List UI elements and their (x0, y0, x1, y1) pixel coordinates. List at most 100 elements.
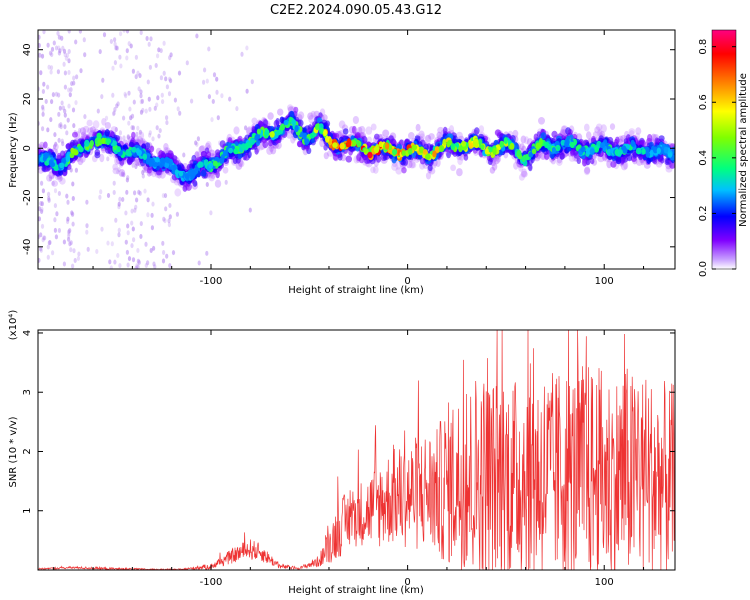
spectrogram-cell (154, 156, 160, 163)
spectrogram-noise-point (228, 96, 232, 102)
spectrogram-cell (385, 142, 390, 150)
spectrogram-cell (283, 119, 289, 126)
spectrogram-cell (240, 143, 247, 150)
spectrogram-noise-point (54, 234, 59, 240)
spectrogram-cell (228, 147, 234, 154)
spectrogram-noise-point (177, 70, 182, 76)
spectrogram-cell (163, 143, 169, 151)
spectrogram-cell (276, 129, 281, 136)
spectrogram-noise-point (162, 216, 166, 222)
spectrogram-noise-point (215, 89, 219, 95)
spectrogram-cell (361, 136, 368, 144)
spectrogram-noise-point (215, 76, 219, 82)
spectrogram-noise-point (150, 225, 154, 231)
spectrogram-noise-point (79, 68, 83, 74)
spectrogram-noise-point (74, 39, 78, 45)
spectrogram-cell (200, 151, 208, 158)
spectrogram-cell (609, 123, 616, 130)
spectrogram-noise-point (162, 250, 166, 255)
spectrogram-noise-point (102, 32, 107, 38)
colorbar-tick-label: 0.6 (698, 94, 709, 110)
spectrogram-noise-point (169, 52, 173, 58)
spectrogram-cell (365, 126, 373, 135)
spectrogram-cell (442, 138, 447, 146)
spectrogram-noise-point (168, 203, 172, 208)
spectrogram-noise-point (113, 41, 117, 47)
spectrogram-noise-point (118, 130, 122, 136)
spectrogram-cell (263, 119, 269, 127)
spectrogram-noise-point (51, 92, 56, 98)
spectrogram-cell (448, 125, 455, 134)
spectrogram-cell (291, 119, 297, 127)
spectrogram-noise-point (121, 197, 125, 202)
spectrogram-cell (367, 151, 373, 159)
spectrogram-noise-point (57, 191, 62, 196)
spectrogram-cell (646, 157, 651, 164)
spectrogram-noise-point (41, 188, 46, 194)
spectrogram-noise-point (113, 107, 117, 112)
spectrogram-noise-point (40, 180, 44, 186)
spectrogram-cell (656, 147, 661, 154)
snr-series-line (38, 330, 675, 570)
spectrogram-noise-point (134, 265, 138, 269)
spectrogram-cell (434, 146, 440, 153)
spectrogram-cell (146, 167, 152, 174)
spectrogram-cell (593, 146, 600, 153)
colorbar-ticks: 0.00.20.40.60.8 (698, 39, 736, 277)
spectrogram-noise-point (194, 140, 198, 146)
spectrogram-noise-point (155, 102, 159, 108)
colorbar-tick-label: 0.2 (698, 205, 709, 221)
spectrogram-noise-point (82, 37, 86, 43)
spectrogram-cell (606, 159, 612, 169)
spectrogram-cell (489, 166, 496, 174)
spectrogram-cell (332, 153, 339, 161)
spectrogram-noise-point (49, 65, 54, 71)
spectrogram-noise-point (52, 40, 56, 46)
spectrogram-noise-point (61, 141, 65, 147)
spectrogram-noise-point (182, 152, 186, 158)
spectrogram-cell (293, 106, 299, 114)
spectrogram-noise-point (39, 232, 43, 238)
spectrogram-cell (370, 123, 377, 131)
spectrogram-cell (94, 148, 101, 156)
snr-y-axis-label: SNR (10 * v/v) (8, 416, 19, 487)
spectrogram-cell (457, 157, 463, 166)
spectrogram-cell (101, 118, 107, 126)
spectrogram-noise-point (59, 122, 63, 128)
spectrogram-noise-point (113, 60, 117, 66)
spectrogram-cell (205, 151, 212, 159)
snr-x-tick-label: 0 (404, 577, 410, 588)
spectrogram-cell (478, 138, 483, 146)
spectrogram-noise-point (47, 191, 51, 197)
spectrogram-cell (302, 127, 307, 134)
spectrogram-noise-point (125, 249, 129, 255)
spectrogram-noise-point (185, 60, 189, 66)
spectrogram-noise-point (40, 53, 45, 59)
spectrogram-cell (447, 139, 453, 146)
spectrogram-noise-point (42, 235, 46, 241)
spectrogram-noise-point (168, 263, 172, 269)
spectrogram-cell (334, 132, 340, 140)
spectrogram-noise-point (100, 226, 104, 232)
spectrogram-noise-point (122, 30, 126, 33)
spectrogram-noise-point (85, 223, 89, 229)
spectrogram-cell (144, 142, 151, 150)
spectrogram-noise-point (128, 106, 132, 112)
spectrogram-cell (442, 126, 448, 135)
spectrogram-noise-point (106, 156, 110, 162)
spectrogram-cell (59, 177, 66, 185)
spectrogram-noise-point (141, 173, 145, 179)
spectrogram-cell (458, 145, 463, 153)
spectrogram-cell (294, 124, 299, 133)
spectrogram-noise-point (66, 219, 70, 225)
spectrogram-cell (631, 141, 636, 148)
spectrogram-noise-point (122, 172, 126, 178)
spectrogram-cell (87, 127, 94, 136)
spectrogram-noise-point (250, 79, 254, 85)
spectrogram-cell (53, 143, 59, 151)
spectrogram-cell (437, 126, 444, 134)
spectrogram-noise-point (176, 106, 180, 112)
spectrogram-cell (436, 131, 442, 139)
snr-x-tick-label: -100 (200, 577, 223, 588)
